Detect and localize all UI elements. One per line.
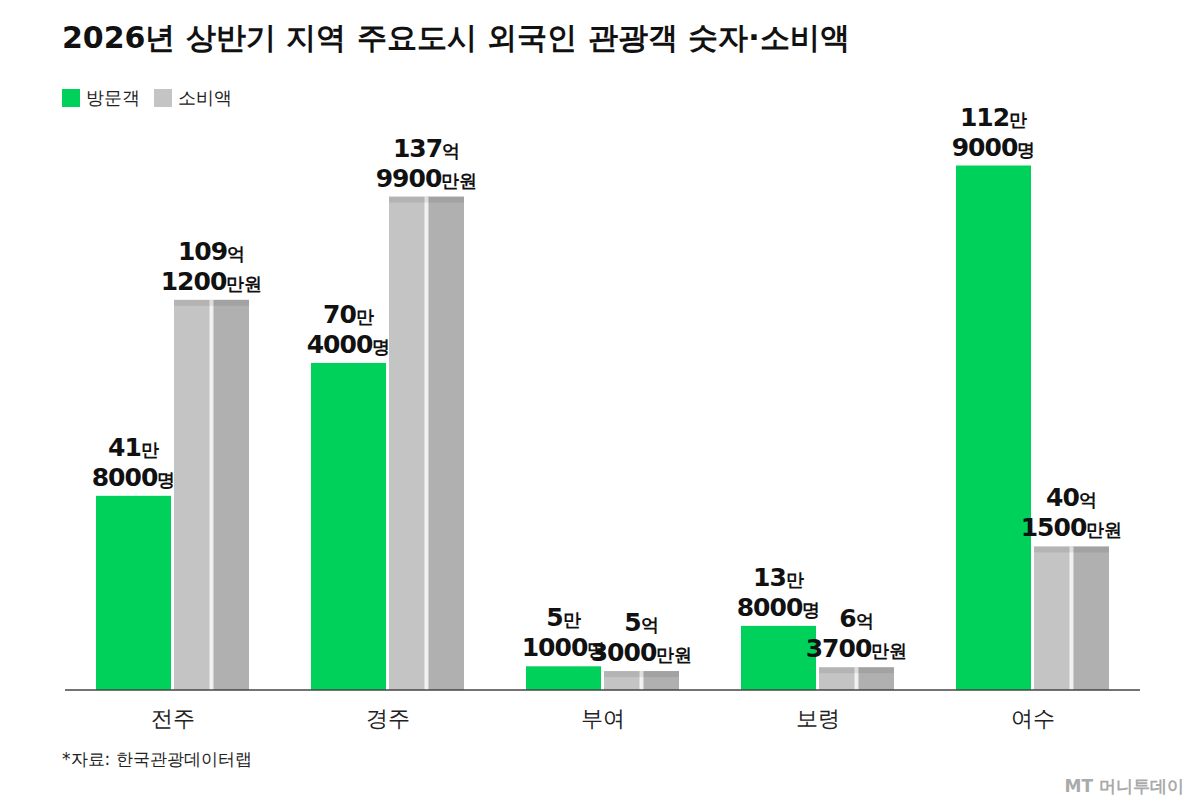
svg-text:4000명: 4000명 <box>307 330 391 359</box>
html-text:MT 머니투데이: MT 머니투데이 <box>1064 776 1184 796</box>
svg-text:부여: 부여 <box>581 706 625 731</box>
svg-text:1200만원: 1200만원 <box>161 267 263 296</box>
svg-text:70만: 70만 <box>323 300 374 329</box>
svg-text:전주: 전주 <box>151 706 195 731</box>
svg-text:6억: 6억 <box>839 604 873 633</box>
svg-text:112만: 112만 <box>960 103 1027 132</box>
html-text:방문객: 방문객 <box>86 87 140 108</box>
svg-text:40억: 40억 <box>1046 483 1097 512</box>
html-text:소비액: 소비액 <box>178 87 232 108</box>
svg-text:5억: 5억 <box>624 608 658 637</box>
svg-text:13만: 13만 <box>753 563 804 592</box>
svg-text:137억: 137억 <box>393 134 460 163</box>
svg-text:41만: 41만 <box>108 433 159 462</box>
svg-text:8000명: 8000명 <box>92 463 176 492</box>
svg-text:9000명: 9000명 <box>952 133 1036 162</box>
svg-text:1000명: 1000명 <box>521 633 606 663</box>
svg-text:여수: 여수 <box>1011 706 1055 731</box>
svg-text:109억: 109억 <box>178 237 245 266</box>
svg-text:3700만원: 3700만원 <box>806 634 908 663</box>
svg-text:3000만원: 3000만원 <box>591 638 693 667</box>
svg-text:1500만원: 1500만원 <box>1021 513 1123 542</box>
svg-text:5만: 5만 <box>546 603 580 632</box>
svg-text:경주: 경주 <box>366 706 410 731</box>
svg-text:9900만원: 9900만원 <box>376 164 478 193</box>
html-text:*자료: 한국관광데이터랩: *자료: 한국관광데이터랩 <box>62 749 252 769</box>
html-text:2026년 상반기 지역 주요도시 외국인 관광객 숫자·소: 2026년 상반기 지역 주요도시 외국인 관광객 숫자·소비액 <box>62 20 850 55</box>
svg-text:보령: 보령 <box>796 706 840 731</box>
svg-text:8000명: 8000명 <box>737 593 821 622</box>
